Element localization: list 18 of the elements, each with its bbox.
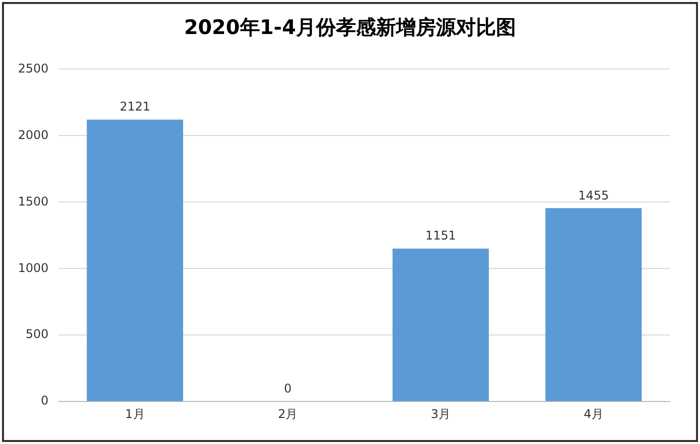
x-tick-label: 3月 (430, 406, 451, 421)
bar (545, 208, 642, 402)
x-tick-label: 2月 (278, 406, 298, 421)
y-tick-label: 2500 (18, 61, 49, 76)
x-tick-label: 1月 (125, 406, 145, 421)
bar (392, 248, 489, 402)
chart-title: 2020年1-4月份孝感新增房源对比图 (183, 14, 517, 41)
y-tick-label: 1500 (18, 194, 49, 208)
data-label: 1455 (578, 188, 609, 202)
x-tick-label: 4月 (584, 406, 604, 421)
y-tick-label: 2000 (18, 128, 49, 142)
bar (86, 120, 184, 402)
y-tick-label: 1000 (18, 260, 49, 275)
data-label: 0 (284, 382, 292, 396)
data-label: 1151 (425, 228, 456, 243)
data-label: 2121 (120, 100, 150, 114)
y-tick-label: 500 (26, 327, 49, 342)
y-tick-label: 0 (40, 394, 49, 408)
